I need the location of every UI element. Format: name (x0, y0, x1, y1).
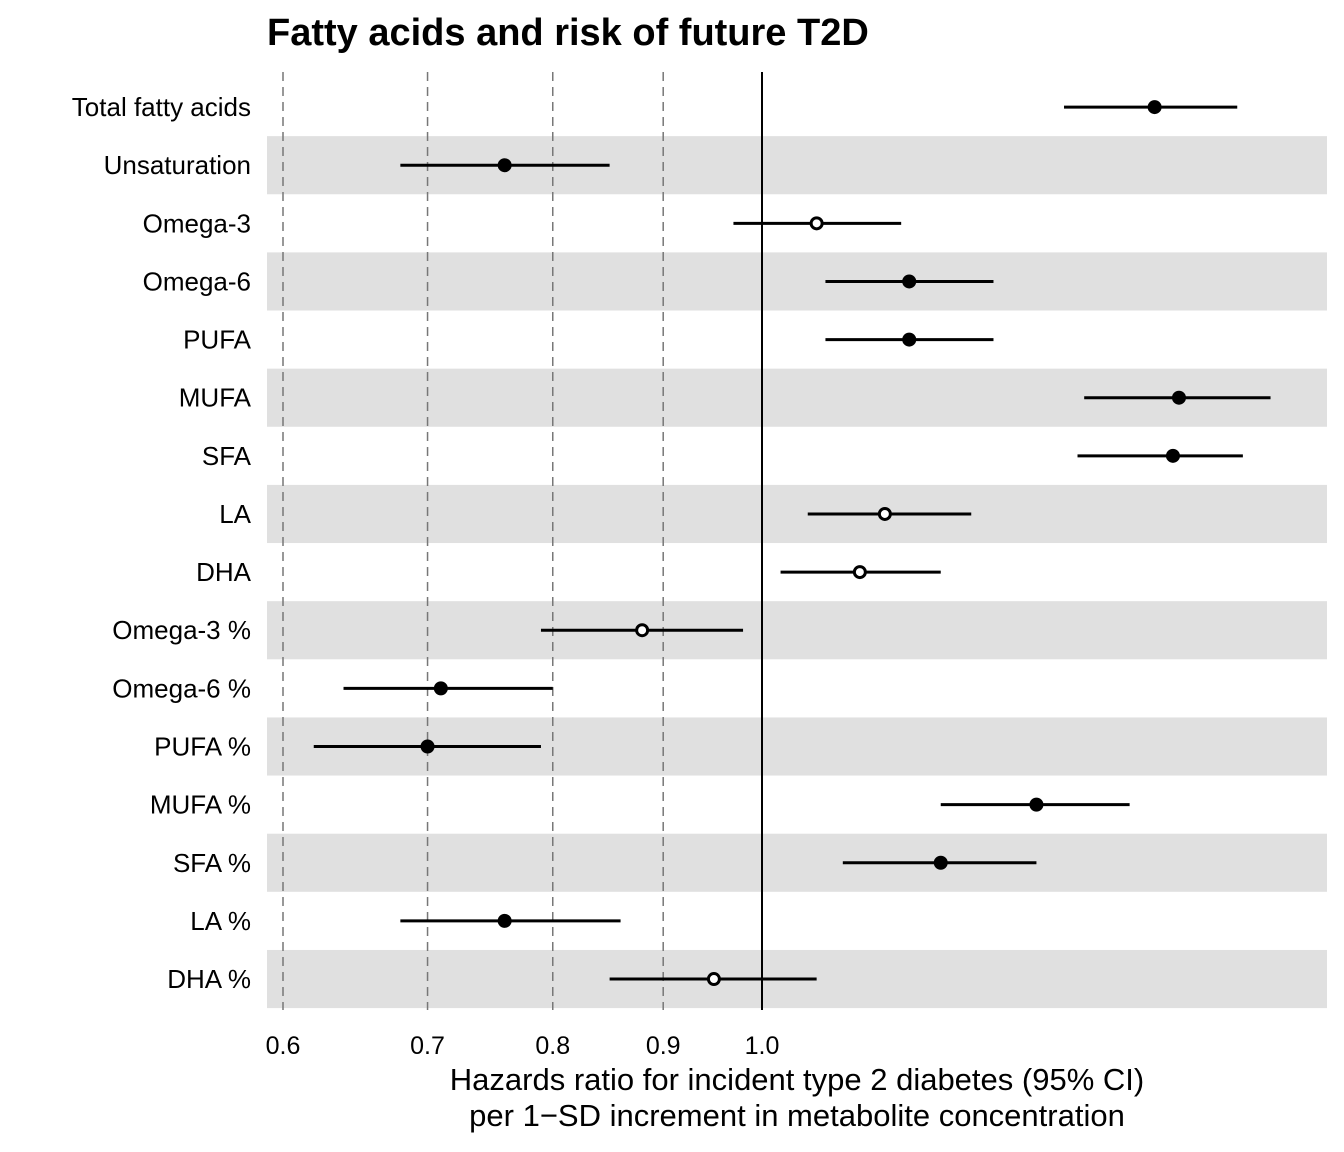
point-estimate (852, 565, 867, 580)
x-axis-label-line-2: per 1−SD increment in metabolite concent… (469, 1098, 1125, 1133)
row-label: Omega-3 % (112, 615, 251, 645)
row-band (267, 833, 1327, 892)
x-tick-label: 0.7 (410, 1032, 445, 1060)
row-label: Omega-6 % (112, 673, 251, 703)
point-estimate (497, 158, 512, 173)
row-label: LA (219, 499, 251, 529)
point-estimate (902, 274, 917, 289)
x-tick-label: 0.6 (266, 1032, 301, 1060)
row-label: DHA (196, 557, 252, 587)
row-label: SFA % (173, 848, 251, 878)
row-label: PUFA % (154, 731, 251, 761)
x-axis-label-line-1: Hazards ratio for incident type 2 diabet… (449, 1062, 1145, 1097)
row-bands (267, 136, 1327, 1009)
point-estimate (706, 972, 721, 987)
x-tick-label: 0.8 (535, 1032, 570, 1060)
point-estimate (877, 506, 892, 521)
point-estimate (433, 681, 448, 696)
row-label: MUFA % (150, 790, 251, 820)
row-label: Omega-6 (143, 266, 251, 296)
point-estimate (809, 216, 824, 231)
row-label: MUFA (179, 383, 252, 413)
point-estimate (1147, 100, 1162, 115)
x-tick-label: 0.9 (646, 1032, 681, 1060)
row-band (267, 484, 1327, 544)
point-estimate (1029, 797, 1044, 812)
x-axis-ticks: 0.6 0.7 0.8 0.9 1.0 (266, 1032, 780, 1060)
row-band (267, 601, 1327, 660)
row-label: LA % (190, 906, 251, 936)
chart-title: Fatty acids and risk of future T2D (267, 12, 869, 54)
point-estimate (635, 623, 650, 638)
point-estimate (1171, 390, 1186, 405)
row-label: PUFA (183, 325, 252, 355)
estimate-marks (313, 100, 1271, 987)
row-label: Total fatty acids (72, 92, 251, 122)
row-labels: Total fatty acids Unsaturation Omega-3 Omeg… (72, 92, 252, 994)
point-estimate (420, 739, 435, 754)
row-band (267, 252, 1327, 311)
point-estimate (497, 913, 512, 928)
x-tick-label: 1.0 (745, 1032, 780, 1060)
row-label: SFA (202, 441, 252, 471)
row-label: Unsaturation (104, 150, 251, 180)
point-estimate (1165, 448, 1180, 463)
row-label: DHA % (167, 964, 251, 994)
reference-lines (282, 72, 763, 1010)
point-estimate (902, 332, 917, 347)
point-estimate (933, 855, 948, 870)
row-label: Omega-3 (143, 208, 251, 238)
